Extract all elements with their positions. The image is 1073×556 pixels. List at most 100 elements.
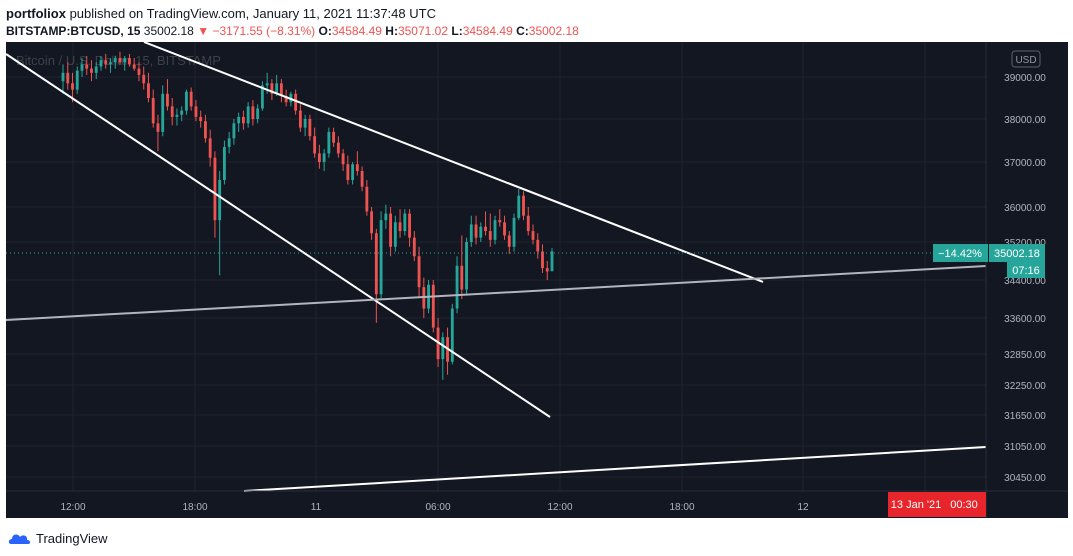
candle-body: [488, 231, 492, 240]
currency-badge[interactable]: USD: [1011, 50, 1041, 68]
candle-body: [123, 58, 127, 63]
candlestick-chart[interactable]: Bitcoin / U.S. Dollar, 15, BITSTAMP 3900…: [6, 42, 1068, 518]
candle: [222, 140, 226, 185]
candle: [118, 51, 122, 65]
candle: [137, 62, 141, 82]
published-text: published on TradingView.com, January 11…: [69, 6, 436, 21]
candle-body: [118, 58, 122, 63]
candle: [460, 235, 464, 299]
price-tick-label: 34400.00: [1004, 276, 1046, 287]
candle-body: [336, 142, 340, 154]
candle: [104, 53, 108, 69]
candle-body: [241, 116, 245, 124]
candle: [403, 209, 407, 236]
candle-body: [479, 226, 483, 238]
candle-body: [517, 195, 521, 218]
price-tick-label: 36000.00: [1004, 203, 1046, 214]
low-label: L:: [451, 24, 463, 38]
candle-body: [526, 215, 530, 232]
candle: [132, 58, 136, 71]
tradingview-logo[interactable]: TradingView: [8, 528, 108, 548]
candle-body: [189, 91, 193, 107]
price-tick-label: 39000.00: [1004, 73, 1046, 84]
price-badge-change: −14.42%: [938, 248, 982, 260]
candle-body: [71, 83, 74, 90]
publish-info: portfoliox published on TradingView.com,…: [6, 5, 1066, 22]
candle-body: [132, 64, 136, 69]
candle-body: [185, 91, 188, 111]
candle: [408, 209, 411, 247]
candle: [474, 215, 478, 245]
candle: [294, 89, 298, 115]
candle: [232, 119, 236, 145]
candle: [398, 209, 402, 238]
candles: [61, 51, 554, 380]
time-axis[interactable]: 12:00 18:00 11 06:00 12:00 18:00 12: [60, 502, 809, 513]
candle: [512, 213, 516, 252]
candle: [180, 106, 184, 122]
lower-support-line[interactable]: [243, 446, 987, 492]
candle: [526, 207, 530, 236]
candle-body: [417, 256, 421, 288]
support-trendline[interactable]: [6, 265, 987, 321]
close-label: C:: [516, 24, 529, 38]
price-tick-label: 31050.00: [1004, 442, 1046, 453]
candle: [189, 87, 193, 111]
candle: [151, 89, 155, 128]
candle-body: [322, 153, 326, 162]
time-badge: 13 Jan '21 00:30: [888, 492, 986, 517]
time-tick-label: 12:00: [547, 502, 572, 513]
candle-body: [279, 83, 283, 96]
high-value: 35071.02: [397, 24, 449, 38]
candle: [194, 100, 198, 122]
candle-body: [94, 66, 98, 73]
candle-body: [389, 213, 393, 247]
trendlines[interactable]: [6, 42, 987, 492]
candle-body: [237, 116, 241, 124]
upper-channel-line[interactable]: [143, 42, 764, 283]
candle: [441, 332, 445, 380]
candle-body: [208, 138, 212, 158]
candle-body: [545, 268, 549, 272]
candle-body: [90, 68, 93, 73]
candle: [465, 237, 468, 295]
candle-body: [170, 106, 174, 117]
candle: [241, 110, 245, 130]
candle-body: [469, 224, 473, 242]
candle: [322, 149, 326, 171]
lower-channel-line[interactable]: [6, 53, 551, 418]
candle-body: [503, 222, 506, 236]
candle: [341, 149, 345, 171]
candle-body: [379, 220, 383, 295]
price-tick-label: 38000.00: [1004, 115, 1046, 126]
price-tick-label: 32250.00: [1004, 381, 1046, 392]
candle-body: [431, 284, 435, 328]
candle: [246, 102, 250, 128]
candle: [185, 89, 188, 115]
candle: [308, 114, 312, 141]
candle: [170, 98, 174, 126]
candle: [431, 280, 435, 333]
open-value: 34584.49: [331, 24, 382, 38]
author-name[interactable]: portfoliox: [6, 6, 66, 21]
candle: [147, 72, 150, 103]
candle-body: [298, 110, 302, 128]
candle: [336, 136, 340, 158]
candle-body: [284, 95, 288, 103]
candle-body: [493, 220, 497, 240]
candle-body: [156, 123, 160, 132]
candle-body: [251, 106, 255, 119]
candle-body: [384, 213, 388, 221]
candle: [503, 215, 506, 240]
time-badge-time: 00:30: [950, 499, 978, 511]
tradingview-cloud-icon: [8, 534, 31, 544]
candle: [374, 228, 378, 323]
price-tick-label: 35200.00: [1004, 238, 1046, 249]
candle-body: [484, 226, 487, 232]
price-axis-background[interactable]: [986, 42, 1068, 518]
symbol-label[interactable]: BITSTAMP:BTCUSD, 15: [6, 24, 141, 38]
candle: [94, 62, 98, 80]
candle-body: [360, 171, 364, 187]
candle-body: [351, 164, 355, 180]
price-axis[interactable]: 39000.00 38000.00 37000.00 36000.00 35200.00…: [1004, 73, 1046, 484]
